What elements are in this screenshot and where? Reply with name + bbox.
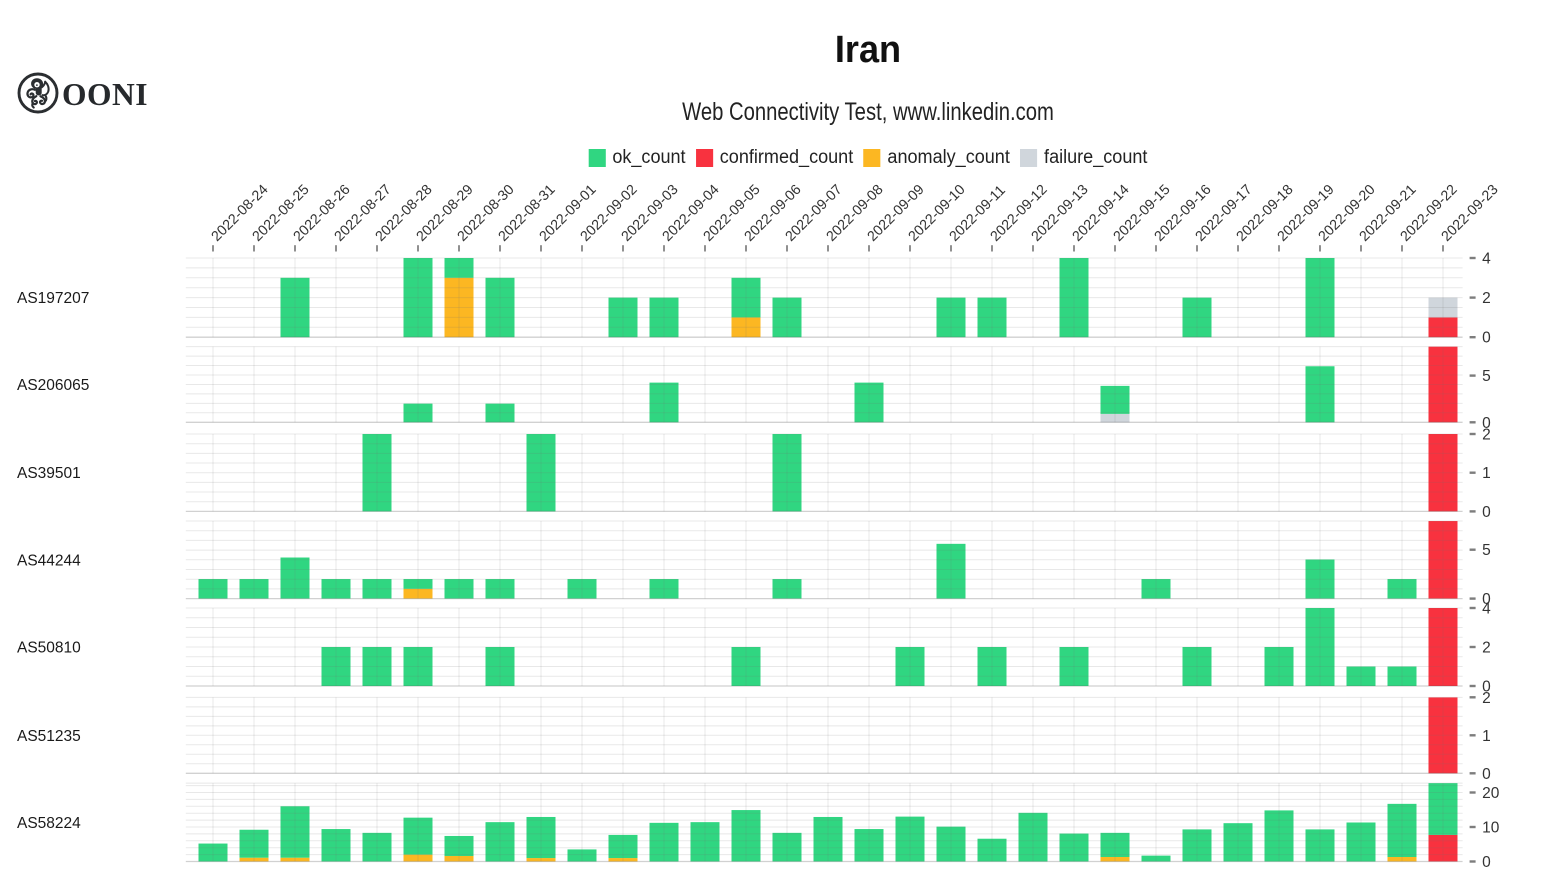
- svg-text:4: 4: [1482, 251, 1491, 268]
- svg-text:0: 0: [1482, 415, 1491, 432]
- svg-text:AS58224: AS58224: [17, 815, 81, 832]
- svg-text:2: 2: [1482, 640, 1491, 657]
- svg-text:AS44244: AS44244: [17, 552, 81, 569]
- svg-text:AS197207: AS197207: [17, 290, 89, 307]
- svg-text:10: 10: [1482, 820, 1500, 837]
- svg-text:0: 0: [1482, 591, 1491, 608]
- svg-text:4: 4: [1482, 601, 1491, 618]
- svg-text:1: 1: [1482, 728, 1491, 745]
- svg-text:AS39501: AS39501: [17, 465, 81, 482]
- svg-text:0: 0: [1482, 679, 1491, 696]
- svg-text:0: 0: [1482, 766, 1491, 783]
- svg-text:5: 5: [1482, 368, 1491, 385]
- svg-text:20: 20: [1482, 785, 1500, 802]
- svg-text:AS206065: AS206065: [17, 377, 89, 394]
- svg-text:2: 2: [1482, 690, 1491, 707]
- svg-text:AS50810: AS50810: [17, 640, 81, 657]
- svg-text:1: 1: [1482, 465, 1491, 482]
- svg-text:0: 0: [1482, 330, 1491, 347]
- svg-text:AS51235: AS51235: [17, 728, 81, 745]
- svg-text:2: 2: [1482, 427, 1491, 444]
- svg-text:0: 0: [1482, 504, 1491, 521]
- svg-text:5: 5: [1482, 542, 1491, 559]
- svg-text:2: 2: [1482, 290, 1491, 307]
- svg-text:0: 0: [1482, 854, 1491, 871]
